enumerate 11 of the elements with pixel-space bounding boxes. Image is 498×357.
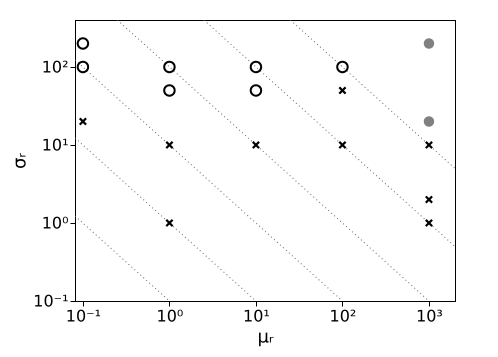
x-tick-label: 10⁰ bbox=[156, 306, 184, 326]
x-tick-label: 10³ bbox=[416, 306, 443, 326]
x-axis-title: μᵣ bbox=[257, 326, 274, 348]
x-tick-label: 10⁻¹ bbox=[66, 306, 102, 326]
y-tick-label: 10¹ bbox=[42, 135, 68, 154]
y-axis-title: σᵣ bbox=[9, 152, 30, 170]
y-tick-label: 10² bbox=[42, 57, 68, 76]
y-tick-label: 10⁰ bbox=[42, 213, 68, 232]
x-tick-label: 10¹ bbox=[243, 306, 270, 326]
y-tick-label: 10⁻¹ bbox=[33, 292, 68, 310]
x-tick-label: 10² bbox=[330, 306, 356, 326]
